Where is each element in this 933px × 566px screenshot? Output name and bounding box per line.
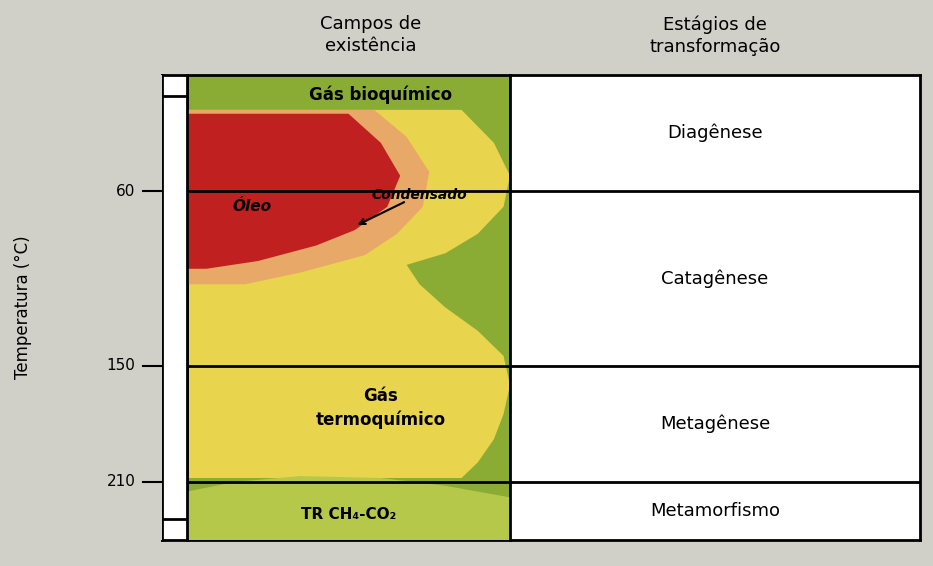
Polygon shape	[187, 114, 400, 269]
Text: Temperatura (°C): Temperatura (°C)	[14, 235, 33, 379]
Text: Metagênese: Metagênese	[660, 414, 770, 433]
Text: 150: 150	[106, 358, 135, 373]
Text: Gás
termoquímico: Gás termoquímico	[315, 387, 446, 430]
Polygon shape	[187, 110, 429, 284]
Polygon shape	[187, 110, 510, 478]
Text: Condensado: Condensado	[371, 188, 467, 202]
Text: Diagênese: Diagênese	[667, 124, 763, 143]
Text: Metamorfismo: Metamorfismo	[650, 502, 780, 520]
Text: Gás bioquímico: Gás bioquímico	[309, 85, 453, 104]
Text: Catagênese: Catagênese	[661, 269, 769, 288]
Polygon shape	[187, 476, 510, 540]
Text: TR CH₄-CO₂: TR CH₄-CO₂	[300, 507, 397, 522]
Text: 210: 210	[106, 474, 135, 490]
Text: Campos de
existência: Campos de existência	[320, 15, 421, 55]
Text: Óleo: Óleo	[232, 199, 272, 215]
Text: Estágios de
transformação: Estágios de transformação	[649, 15, 781, 55]
Text: 60: 60	[116, 184, 135, 199]
